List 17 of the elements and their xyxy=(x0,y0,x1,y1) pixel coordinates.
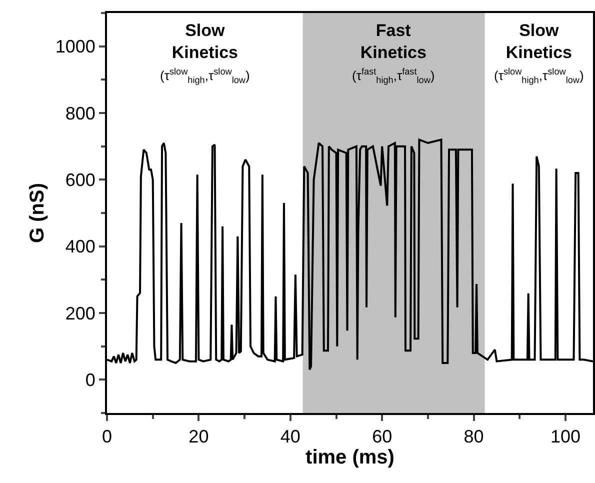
y-axis-title: G (nS) xyxy=(26,183,48,243)
text: Slow Kinetics (τ$^{slow}$$_{high}$,τ$^{slow}$$_{low}$) xyxy=(160,21,250,85)
x-tick-label: 40 xyxy=(280,426,300,447)
y-tick-label: 200 xyxy=(65,303,96,324)
text: Fast Kinetics (τ$^{fast}$$_{high}$,τ$^{fast}$$_{low}$) xyxy=(352,21,435,85)
y-tick-label: 0 xyxy=(85,370,96,390)
y-tick-label: 800 xyxy=(65,103,96,124)
x-tick-label: 20 xyxy=(188,426,209,447)
y-tick-label: 1000 xyxy=(55,36,96,57)
x-tick-label: 100 xyxy=(550,426,581,447)
x-tick-label: 80 xyxy=(464,426,484,447)
y-tick-label: 600 xyxy=(65,170,96,190)
text: Slow Kinetics (τ$^{slow}$$_{high}$,τ$^{slow}$$_{low}$) xyxy=(494,21,584,85)
y-tick-label: 400 xyxy=(65,236,96,257)
x-axis-title: time (ms) xyxy=(306,446,394,469)
x-tick-label: 0 xyxy=(102,426,112,447)
x-tick-label: 60 xyxy=(372,426,392,447)
